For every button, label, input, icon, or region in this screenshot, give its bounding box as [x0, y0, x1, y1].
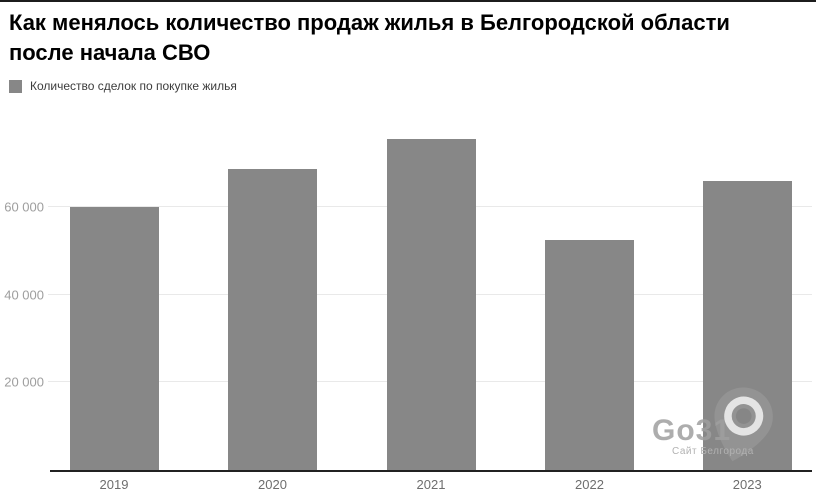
plot-area — [48, 119, 812, 472]
legend: Количество сделок по покупке жилья — [9, 79, 816, 93]
x-axis-label-2022: 2022 — [575, 477, 604, 492]
x-axis-label-2020: 2020 — [258, 477, 287, 492]
y-tick-label-40000: 40 000 — [4, 287, 44, 302]
bar-2023 — [702, 180, 792, 470]
y-tick-label-60000: 60 000 — [4, 199, 44, 215]
bar-chart: 20 000 40 000 60 000 2019 2020 2021 2022 2023 — [0, 119, 816, 496]
bar-2021 — [386, 138, 476, 470]
y-axis: 20 000 40 000 60 000 — [0, 119, 44, 470]
legend-label: Количество сделок по покупке жилья — [30, 79, 237, 93]
bar-2022 — [544, 240, 634, 470]
x-axis-labels: 2019 2020 2021 2022 2023 — [50, 477, 812, 497]
x-axis-label-2021: 2021 — [416, 477, 446, 492]
top-border — [0, 0, 816, 2]
x-axis-label-2019: 2019 — [99, 477, 129, 492]
page-title-line-2: после начала СВО — [9, 40, 211, 65]
page-title: Как менялось количество продаж жилья в Б… — [9, 8, 812, 68]
y-tick-label-20000: 20 000 — [4, 374, 44, 390]
bar-2019 — [69, 206, 159, 470]
legend-swatch — [9, 79, 22, 93]
page-title-line-1: Как менялось количество продаж жилья в Б… — [9, 10, 730, 35]
bar-2020 — [228, 169, 317, 470]
x-axis-label-2023: 2023 — [732, 477, 762, 492]
